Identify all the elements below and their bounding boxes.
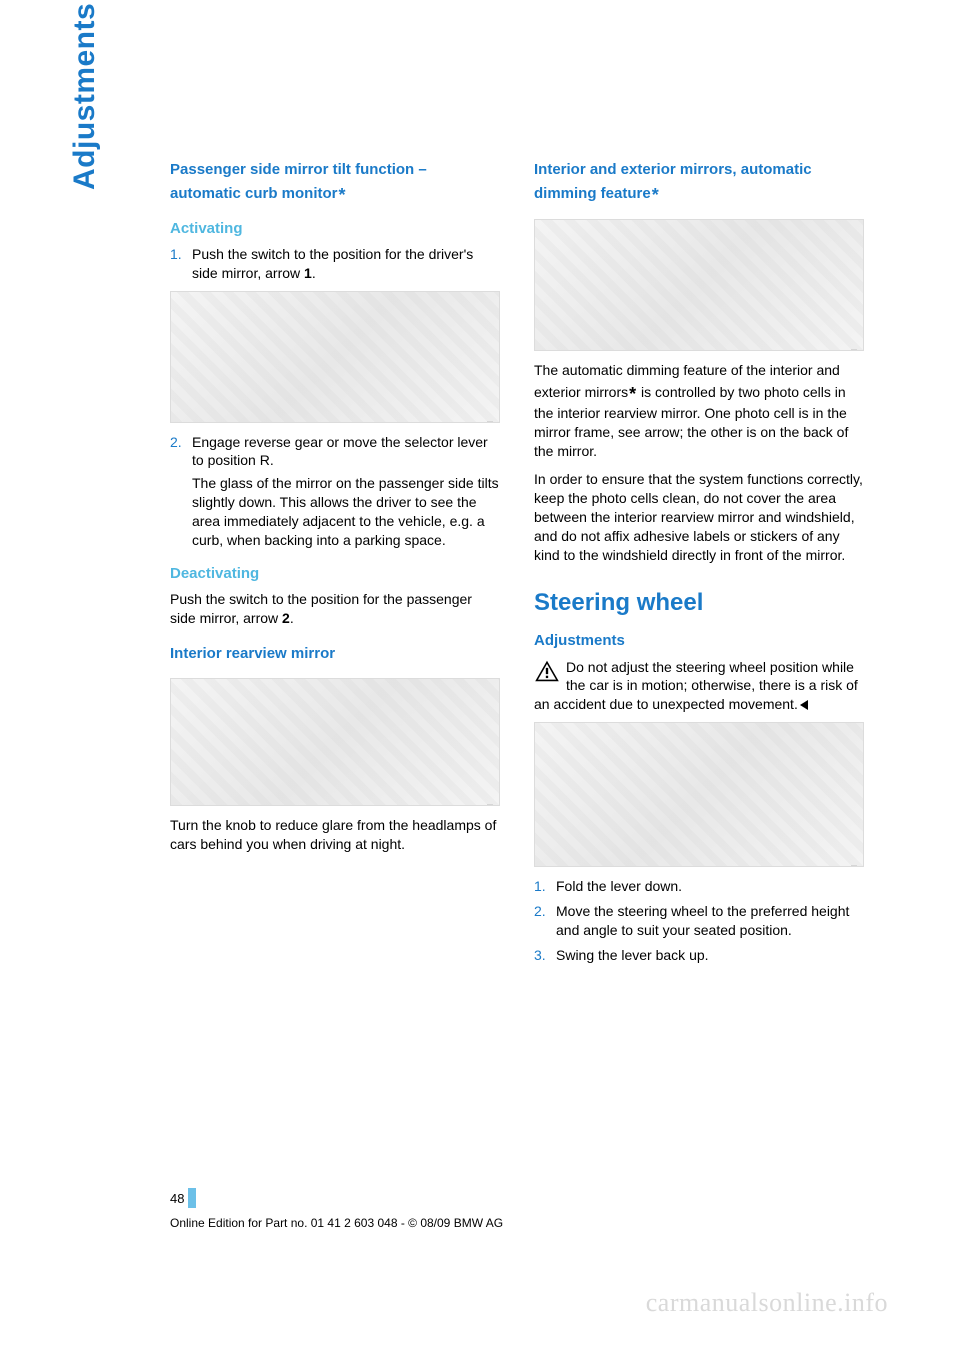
heading-curb-monitor-text: Passenger side mirror tilt function – au… bbox=[170, 161, 427, 202]
right-column: Interior and exterior mirrors, automatic… bbox=[534, 160, 864, 973]
step-text: Swing the lever back up. bbox=[556, 946, 864, 965]
step-number: 1. bbox=[170, 245, 192, 283]
heading-dimming-text: Interior and exterior mirrors, automatic… bbox=[534, 161, 812, 202]
warning-icon bbox=[534, 660, 560, 682]
text-frag: . bbox=[290, 610, 294, 626]
step-number: 1. bbox=[534, 877, 556, 896]
step-subtext: The glass of the mirror on the passenger… bbox=[192, 474, 500, 550]
activating-steps: 1. Push the switch to the position for t… bbox=[170, 245, 500, 283]
warning-text: Do not adjust the steering wheel positio… bbox=[534, 659, 858, 713]
list-item: 2. Engage reverse gear or move the selec… bbox=[170, 433, 500, 550]
step-text: Engage reverse gear or move the selector… bbox=[192, 433, 500, 550]
interior-mirror-text: Turn the knob to reduce glare from the h… bbox=[170, 816, 500, 854]
heading-interior-mirror: Interior rearview mirror bbox=[170, 644, 500, 664]
warning-note: Do not adjust the steering wheel positio… bbox=[534, 658, 864, 715]
figure-steering-lever: MX82158CM bbox=[534, 722, 864, 867]
list-item: 3. Swing the lever back up. bbox=[534, 946, 864, 965]
step-bold-ref: 1 bbox=[304, 265, 312, 281]
asterisk-icon: * bbox=[652, 185, 659, 205]
figure-dimming-mirror: MX82160CM bbox=[534, 219, 864, 351]
page-number-box: 48 bbox=[170, 1188, 196, 1208]
list-item: 2. Move the steering wheel to the prefer… bbox=[534, 902, 864, 940]
heading-activating: Activating bbox=[170, 219, 500, 239]
asterisk-icon: * bbox=[629, 384, 636, 404]
figure-code-label: MX82158CM bbox=[850, 864, 861, 867]
page-container: Adjustments Passenger side mirror tilt f… bbox=[0, 0, 960, 1358]
step-text: Move the steering wheel to the preferred… bbox=[556, 902, 864, 940]
dimming-paragraph-2: In order to ensure that the system funct… bbox=[534, 470, 864, 564]
heading-steering-wheel: Steering wheel bbox=[534, 587, 864, 619]
step-number: 2. bbox=[170, 433, 192, 550]
end-marker-icon bbox=[800, 700, 808, 710]
bold-ref: 2 bbox=[282, 610, 290, 626]
side-section-title: Adjustments bbox=[68, 3, 102, 190]
activating-steps-cont: 2. Engage reverse gear or move the selec… bbox=[170, 433, 500, 550]
figure-code-label: MX82063CM bbox=[486, 420, 497, 423]
step-text-frag: . bbox=[312, 265, 316, 281]
page-number: 48 bbox=[170, 1191, 188, 1206]
step-text: Fold the lever down. bbox=[556, 877, 864, 896]
content-columns: Passenger side mirror tilt function – au… bbox=[170, 160, 890, 973]
page-tab-marker bbox=[188, 1188, 196, 1208]
heading-adjustments: Adjustments bbox=[534, 631, 864, 651]
footer-text: Online Edition for Part no. 01 41 2 603 … bbox=[170, 1216, 503, 1230]
list-item: 1. Push the switch to the position for t… bbox=[170, 245, 500, 283]
left-column: Passenger side mirror tilt function – au… bbox=[170, 160, 500, 973]
step-text-frag: Engage reverse gear or move the selector… bbox=[192, 434, 488, 469]
figure-mirror-switch: MX82063CM bbox=[170, 291, 500, 423]
heading-dimming: Interior and exterior mirrors, automatic… bbox=[534, 160, 864, 205]
dimming-paragraph-1: The automatic dimming feature of the int… bbox=[534, 361, 864, 461]
figure-interior-mirror: MX82159CM bbox=[170, 678, 500, 806]
step-text-frag: Push the switch to the position for the … bbox=[192, 246, 473, 281]
asterisk-icon: * bbox=[339, 185, 346, 205]
steering-steps: 1. Fold the lever down. 2. Move the stee… bbox=[534, 877, 864, 965]
step-number: 3. bbox=[534, 946, 556, 965]
watermark-text: carmanualsonline.info bbox=[646, 1288, 888, 1318]
heading-curb-monitor: Passenger side mirror tilt function – au… bbox=[170, 160, 500, 205]
deactivating-text: Push the switch to the position for the … bbox=[170, 590, 500, 628]
figure-code-label: MX82160CM bbox=[850, 348, 861, 351]
step-text: Push the switch to the position for the … bbox=[192, 245, 500, 283]
figure-code-label: MX82159CM bbox=[486, 803, 497, 806]
text-frag: Push the switch to the position for the … bbox=[170, 591, 472, 626]
list-item: 1. Fold the lever down. bbox=[534, 877, 864, 896]
step-number: 2. bbox=[534, 902, 556, 940]
heading-deactivating: Deactivating bbox=[170, 564, 500, 584]
